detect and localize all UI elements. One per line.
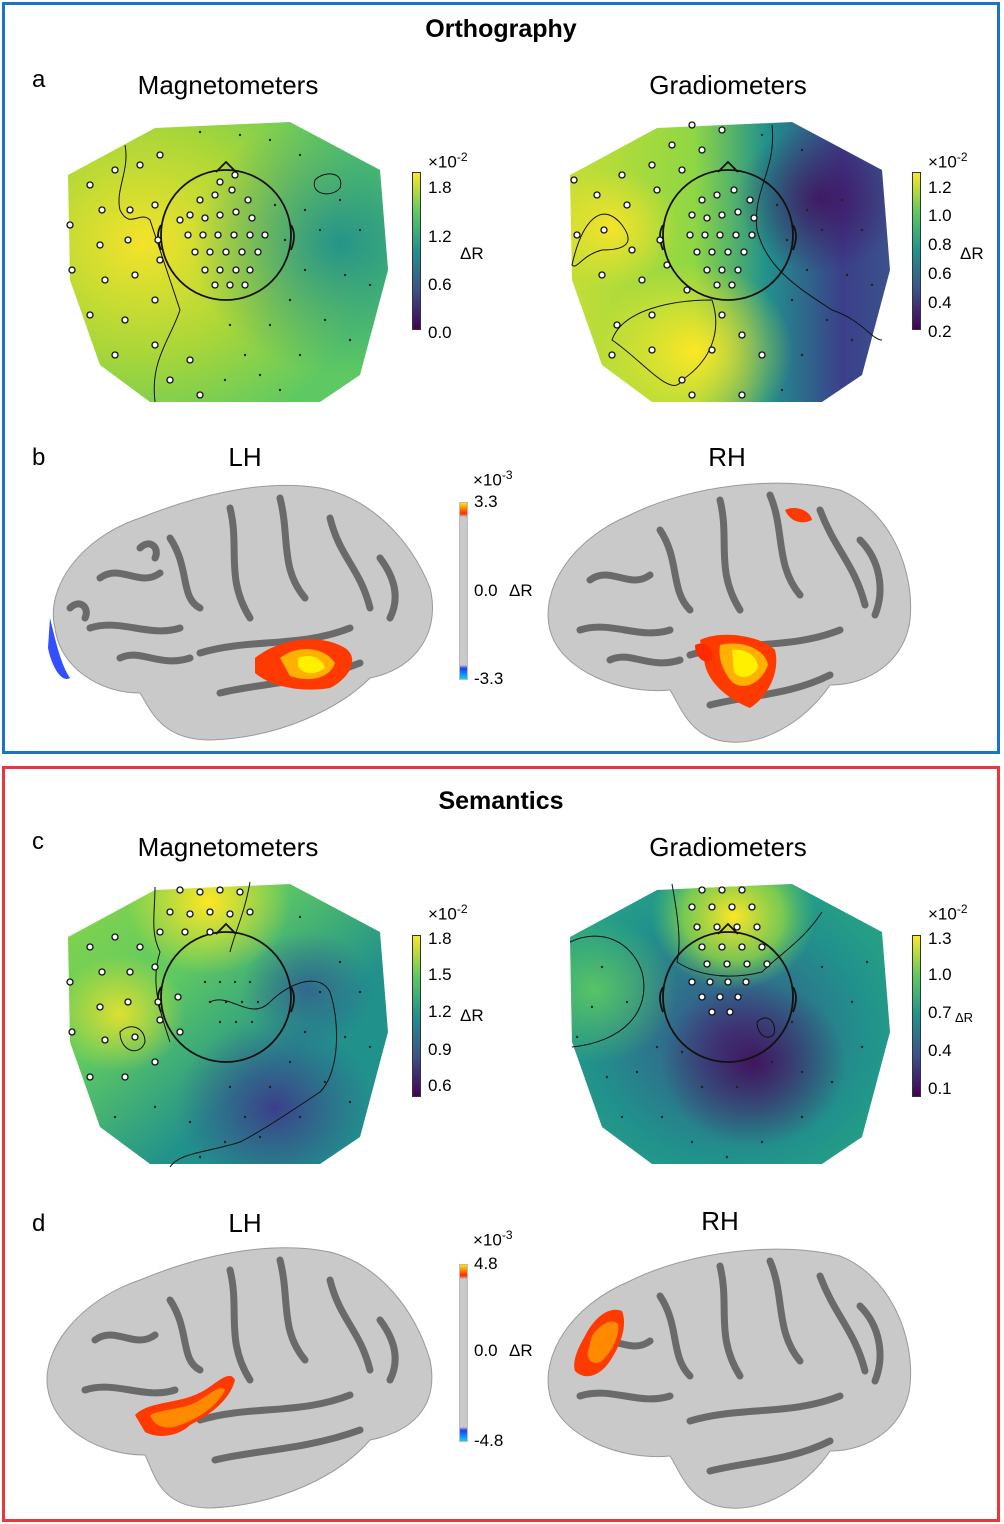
colorbar-exponent: ×10-2	[428, 902, 468, 924]
topomap-gradiometers-semantics	[569, 883, 890, 1164]
colorbar-tick: 1.3	[928, 929, 952, 948]
colorbar-label: ΔR	[509, 581, 533, 600]
colorbar-viridis	[412, 172, 421, 330]
panel-letter-c: c	[32, 828, 44, 855]
orthography-section: Orthography	[2, 2, 1000, 754]
colorbar-tick: 0.0	[474, 581, 498, 600]
section-title: Orthography	[425, 15, 577, 43]
colorbar-tick: -3.3	[474, 669, 504, 688]
colorbar-label: ΔR	[960, 244, 984, 263]
colorbar-tick: 0.1	[928, 1079, 952, 1098]
colorbar-tick: 4.8	[474, 1254, 498, 1273]
colorbar-viridis	[912, 172, 921, 330]
sensor-dots	[66, 151, 269, 399]
magnetometers-title: Magnetometers	[137, 832, 319, 862]
colorbar-tick: 0.8	[928, 235, 952, 254]
brain-rh-orthography	[547, 482, 912, 743]
colorbar-viridis	[412, 935, 421, 1097]
brain-rh-semantics	[547, 1248, 912, 1509]
colorbar-exponent: ×10-2	[428, 150, 468, 172]
colorbar-exponent: ×10-3	[473, 468, 513, 490]
colorbar-tick: 0.7	[928, 1003, 952, 1022]
colorbar-label: ΔR	[460, 1006, 484, 1025]
colorbar-tick: 1.2	[428, 1002, 452, 1021]
colorbar-label: ΔR	[955, 1010, 974, 1025]
rh-title: RH	[701, 1206, 739, 1236]
colorbar-activation	[459, 1264, 468, 1442]
colorbar-tick: 1.8	[428, 178, 452, 197]
rh-title: RH	[708, 442, 746, 472]
colorbar-tick: 0.2	[928, 322, 952, 341]
colorbar-tick: -4.8	[474, 1431, 504, 1450]
lh-title: LH	[228, 1208, 262, 1238]
colorbar-tick: 0.6	[928, 264, 952, 283]
magnetometers-title: Magnetometers	[137, 70, 319, 100]
colorbar-tick: 1.0	[928, 206, 952, 225]
gradiometers-title: Gradiometers	[649, 70, 807, 100]
panel-letter-b: b	[32, 444, 46, 471]
brain-lh-orthography	[48, 484, 433, 741]
colorbar-tick: 1.5	[428, 965, 452, 984]
colorbar-tick: 1.2	[428, 227, 452, 246]
colorbar-tick: 0.6	[428, 275, 452, 294]
colorbar-exponent: ×10-2	[928, 902, 968, 924]
panel-letter-a: a	[32, 66, 46, 93]
colorbar-tick: 1.8	[428, 929, 452, 948]
colorbar-tick: 0.9	[428, 1040, 452, 1059]
colorbar-tick: 3.3	[474, 492, 498, 511]
semantics-section: Semantics	[2, 766, 1000, 1522]
colorbar-exponent: ×10-3	[473, 1228, 513, 1250]
section-title: Semantics	[438, 787, 564, 815]
colorbar-tick: 0.4	[928, 1041, 952, 1060]
panel-letter-d: d	[32, 1210, 46, 1237]
colorbar-tick: 1.0	[928, 965, 952, 984]
colorbar-label: ΔR	[460, 244, 484, 263]
brain-lh-semantics	[46, 1247, 433, 1509]
topomap-gradiometers-orthography	[570, 121, 890, 402]
topomap-magnetometers-semantics	[66, 881, 388, 1168]
colorbar-activation	[459, 502, 468, 680]
topomap-magnetometers-orthography	[66, 122, 388, 403]
colorbar-exponent: ×10-2	[928, 150, 968, 172]
gradiometers-title: Gradiometers	[649, 832, 807, 862]
colorbar-tick: 1.2	[928, 178, 952, 197]
colorbar-tick: 0.0	[428, 323, 452, 342]
colorbar-tick: 0.4	[928, 293, 952, 312]
colorbar-tick: 0.0	[474, 1341, 498, 1360]
colorbar-label: ΔR	[509, 1341, 533, 1360]
lh-title: LH	[228, 442, 262, 472]
colorbar-tick: 0.6	[428, 1076, 452, 1095]
colorbar-viridis	[912, 935, 921, 1097]
